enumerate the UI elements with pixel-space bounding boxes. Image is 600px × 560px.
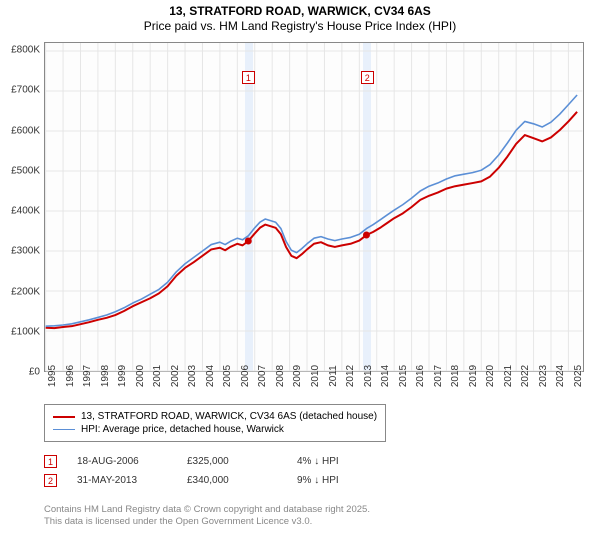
chart-plot-area: 12 [44,42,584,372]
y-tick-label: £500K [0,165,40,176]
footer-attribution: Contains HM Land Registry data © Crown c… [44,504,370,529]
legend-swatch [53,416,75,418]
transaction-delta: 9% ↓ HPI [297,475,387,486]
data-point-marker [245,238,252,245]
x-tick-label: 2006 [240,365,251,387]
footer-line1: Contains HM Land Registry data © Crown c… [44,504,370,516]
x-tick-label: 2002 [170,365,181,387]
x-tick-label: 2001 [152,365,163,387]
legend-label: HPI: Average price, detached house, Warw… [81,424,284,435]
x-tick-label: 2005 [222,365,233,387]
legend-label: 13, STRATFORD ROAD, WARWICK, CV34 6AS (d… [81,411,377,422]
x-tick-label: 2025 [573,365,584,387]
transaction-delta: 4% ↓ HPI [297,456,387,467]
transaction-row: 2 31-MAY-2013 £340,000 9% ↓ HPI [44,471,387,490]
x-tick-label: 1999 [117,365,128,387]
x-tick-label: 2012 [345,365,356,387]
transaction-price: £325,000 [187,456,277,467]
legend-item: HPI: Average price, detached house, Warw… [53,423,377,436]
legend-box: 13, STRATFORD ROAD, WARWICK, CV34 6AS (d… [44,404,386,442]
x-tick-label: 2004 [205,365,216,387]
series-svg [45,43,583,371]
y-tick-label: £700K [0,85,40,96]
x-tick-label: 2017 [433,365,444,387]
x-tick-label: 1995 [47,365,58,387]
x-tick-label: 2011 [328,365,339,387]
footer-line2: This data is licensed under the Open Gov… [44,516,370,528]
transaction-marker: 2 [44,474,57,487]
x-tick-label: 2020 [485,365,496,387]
x-tick-label: 2000 [135,365,146,387]
x-tick-label: 2009 [292,365,303,387]
y-tick-label: £0 [0,367,40,378]
x-tick-label: 2024 [555,365,566,387]
transaction-price: £340,000 [187,475,277,486]
x-tick-label: 2008 [275,365,286,387]
y-tick-label: £200K [0,286,40,297]
x-tick-label: 2015 [398,365,409,387]
x-tick-label: 2016 [415,365,426,387]
x-tick-label: 2003 [187,365,198,387]
y-tick-label: £300K [0,246,40,257]
x-tick-label: 2010 [310,365,321,387]
x-tick-label: 2023 [538,365,549,387]
legend-swatch [53,429,75,430]
x-tick-label: 2021 [503,365,514,387]
x-tick-label: 2022 [520,365,531,387]
x-tick-label: 2014 [380,365,391,387]
transactions-table: 1 18-AUG-2006 £325,000 4% ↓ HPI 2 31-MAY-2013… [44,452,387,490]
legend-item: 13, STRATFORD ROAD, WARWICK, CV34 6AS (d… [53,410,377,423]
transaction-marker: 1 [44,455,57,468]
title-address: 13, STRATFORD ROAD, WARWICK, CV34 6AS [0,4,600,18]
y-tick-label: £100K [0,326,40,337]
transaction-date: 31-MAY-2013 [77,475,167,486]
x-tick-label: 2013 [363,365,374,387]
y-tick-label: £400K [0,206,40,217]
x-tick-label: 1997 [82,365,93,387]
transaction-row: 1 18-AUG-2006 £325,000 4% ↓ HPI [44,452,387,471]
event-marker: 1 [242,71,255,84]
transaction-date: 18-AUG-2006 [77,456,167,467]
title-subtitle: Price paid vs. HM Land Registry's House … [0,19,600,33]
event-marker: 2 [361,71,374,84]
y-tick-label: £600K [0,125,40,136]
series-line [46,112,577,328]
title-block: 13, STRATFORD ROAD, WARWICK, CV34 6AS Pr… [0,0,600,35]
x-tick-label: 1998 [100,365,111,387]
series-line [46,95,577,326]
chart-container: 13, STRATFORD ROAD, WARWICK, CV34 6AS Pr… [0,0,600,560]
x-tick-label: 2007 [257,365,268,387]
x-tick-label: 2019 [468,365,479,387]
x-tick-label: 2018 [450,365,461,387]
data-point-marker [363,232,370,239]
x-tick-label: 1996 [65,365,76,387]
y-tick-label: £800K [0,45,40,56]
